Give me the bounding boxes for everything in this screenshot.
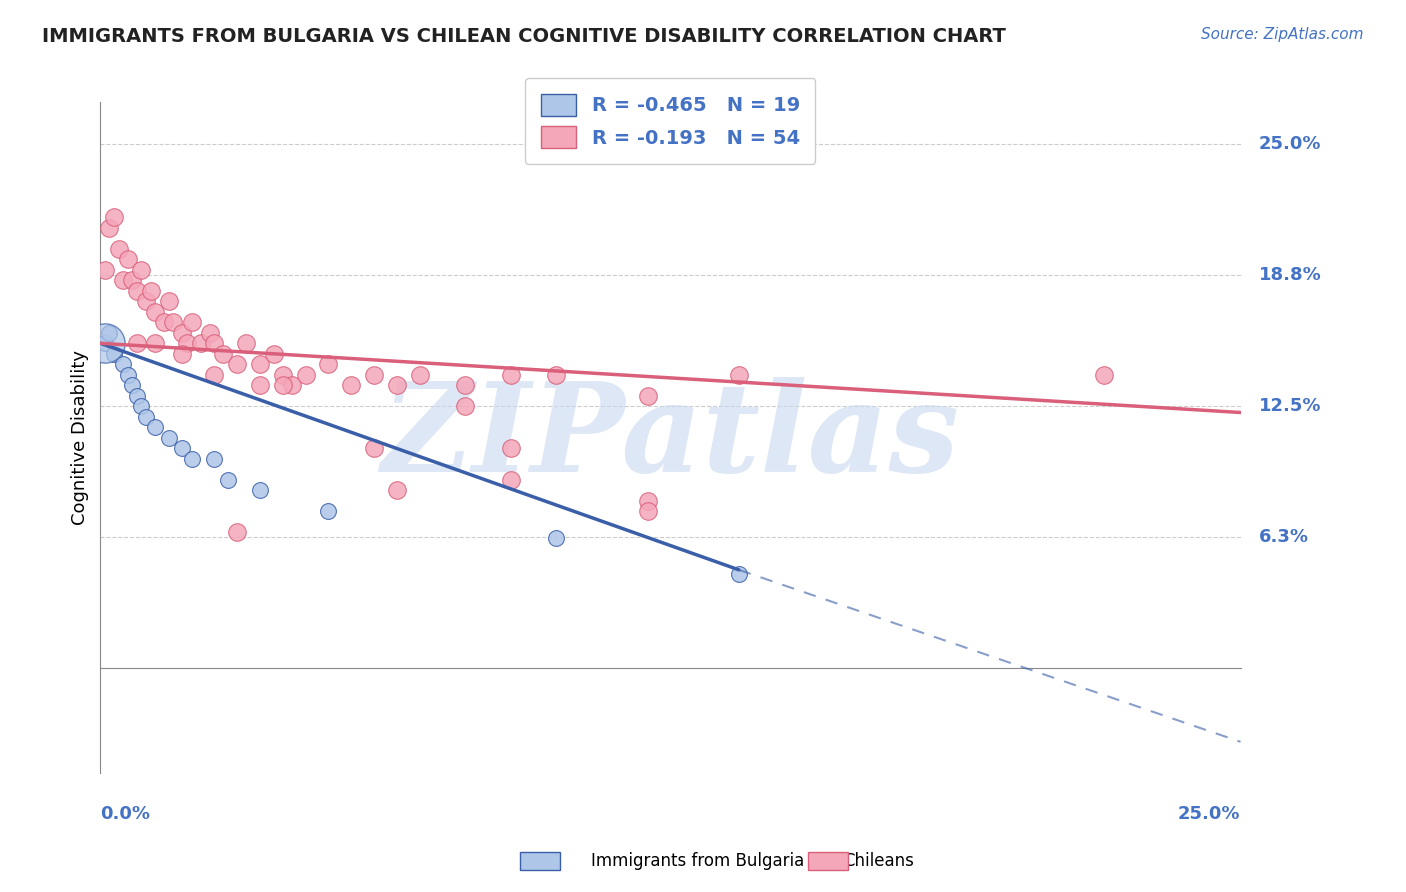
Point [103,347,125,361]
Point [125,284,148,298]
Text: 18.8%: 18.8% [1258,266,1322,285]
Text: Chileans: Chileans [844,852,914,870]
Point [139,284,162,298]
Point [454,378,477,392]
Text: 25.0%: 25.0% [1258,135,1322,153]
Point [98,221,121,235]
Point [499,473,522,487]
Point [318,504,340,518]
Text: ZIPatlas: ZIPatlas [381,377,959,499]
Point [131,263,153,277]
Text: 12.5%: 12.5% [1258,397,1322,415]
Point [180,315,202,329]
Point [249,483,271,497]
Point [121,273,143,287]
Point [112,273,135,287]
Point [281,378,304,392]
Point [212,347,235,361]
Point [202,368,225,382]
Point [125,336,148,351]
Point [98,326,121,340]
Point [249,357,271,371]
Point [162,315,184,329]
Point [454,399,477,413]
Point [125,389,148,403]
Point [112,357,135,371]
Point [363,368,385,382]
Point [385,483,408,497]
Point [117,368,139,382]
Point [271,368,294,382]
Point [1092,368,1115,382]
Point [157,294,180,309]
Point [249,378,271,392]
Point [135,294,157,309]
Point [117,252,139,267]
Point [202,336,225,351]
Text: Immigrants from Bulgaria: Immigrants from Bulgaria [591,852,804,870]
Point [318,357,340,371]
Y-axis label: Cognitive Disability: Cognitive Disability [72,351,89,525]
Legend: R = -0.465   N = 19, R = -0.193   N = 54: R = -0.465 N = 19, R = -0.193 N = 54 [526,78,815,164]
Point [263,347,285,361]
Text: 0.0%: 0.0% [100,805,150,822]
Point [546,368,568,382]
Point [235,336,257,351]
Point [143,420,166,434]
Point [135,409,157,424]
Point [727,368,749,382]
Text: IMMIGRANTS FROM BULGARIA VS CHILEAN COGNITIVE DISABILITY CORRELATION CHART: IMMIGRANTS FROM BULGARIA VS CHILEAN COGN… [42,27,1007,45]
Point [121,378,143,392]
Point [637,493,659,508]
Point [176,336,198,351]
Point [637,389,659,403]
Point [499,368,522,382]
Point [94,336,117,351]
Point [340,378,363,392]
Point [143,336,166,351]
Point [637,504,659,518]
Point [153,315,176,329]
Text: Source: ZipAtlas.com: Source: ZipAtlas.com [1201,27,1364,42]
Point [94,263,117,277]
Point [143,305,166,319]
Point [408,368,430,382]
Point [172,326,194,340]
Point [131,399,153,413]
Point [363,441,385,455]
Text: 25.0%: 25.0% [1178,805,1240,822]
Point [107,242,129,256]
Point [385,378,408,392]
Point [94,336,117,351]
Point [198,326,221,340]
Point [294,368,316,382]
Point [226,357,249,371]
Point [271,378,294,392]
Point [217,473,239,487]
Point [180,451,202,466]
Point [546,532,568,546]
Point [157,431,180,445]
Point [190,336,212,351]
Point [226,524,249,539]
Point [202,451,225,466]
Point [727,567,749,582]
Point [499,441,522,455]
Point [103,211,125,225]
Point [172,441,194,455]
Text: 6.3%: 6.3% [1258,528,1309,546]
Point [172,347,194,361]
